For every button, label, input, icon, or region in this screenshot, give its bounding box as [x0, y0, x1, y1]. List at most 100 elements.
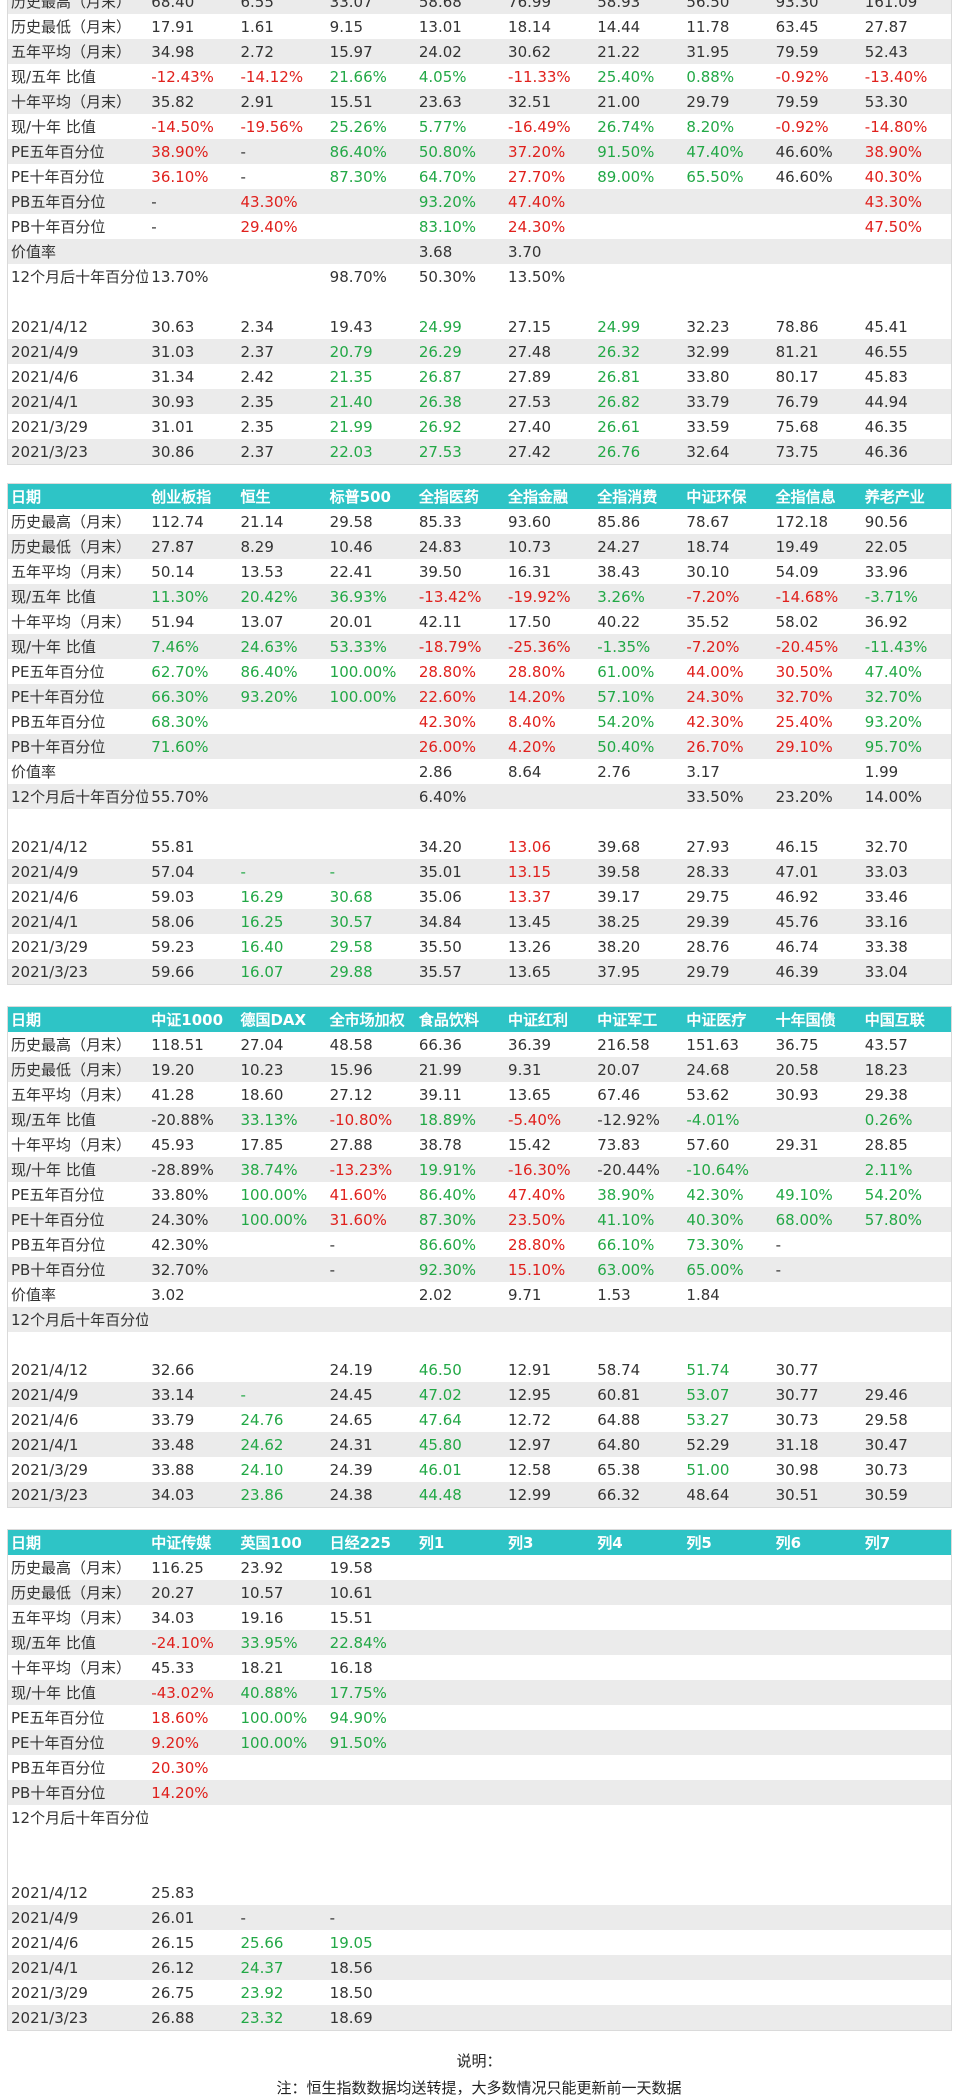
value-cell[interactable]: 27.89 [505, 364, 595, 389]
value-cell[interactable] [505, 1580, 595, 1605]
value-cell[interactable]: 4.05% [415, 64, 506, 89]
value-cell[interactable] [683, 1655, 773, 1680]
value-cell[interactable] [505, 2005, 595, 2030]
value-cell[interactable] [683, 1805, 773, 1830]
value-cell[interactable]: 19.91% [415, 1157, 506, 1182]
value-cell[interactable]: 85.86 [594, 509, 684, 534]
value-cell[interactable]: 33.59 [683, 414, 773, 439]
row-label-cell[interactable]: PB五年百分位 [8, 1232, 149, 1257]
value-cell[interactable]: 33.50% [683, 784, 773, 809]
value-cell[interactable]: 33.88 [148, 1457, 238, 1482]
value-cell[interactable]: 16.29 [237, 884, 327, 909]
value-cell[interactable] [415, 1755, 506, 1780]
value-cell[interactable] [594, 1307, 684, 1332]
value-cell[interactable]: -0.92% [772, 64, 862, 89]
value-cell[interactable] [772, 1107, 862, 1132]
value-cell[interactable]: 3.02 [148, 1282, 238, 1307]
value-cell[interactable]: 161.09 [861, 0, 951, 14]
value-cell[interactable]: 24.30% [683, 684, 773, 709]
row-label-cell[interactable]: 2021/3/23 [8, 439, 149, 464]
value-cell[interactable] [415, 1630, 506, 1655]
value-cell[interactable] [594, 1780, 684, 1805]
value-cell[interactable]: 54.20% [594, 709, 684, 734]
value-cell[interactable] [772, 1307, 862, 1332]
value-cell[interactable]: 34.20 [415, 834, 506, 859]
value-cell[interactable]: 18.69 [326, 2005, 416, 2030]
value-cell[interactable] [326, 239, 416, 264]
value-cell[interactable]: 30.57 [326, 909, 416, 934]
value-cell[interactable] [861, 1605, 951, 1630]
value-cell[interactable] [326, 1282, 416, 1307]
value-cell[interactable]: 86.40% [237, 659, 327, 684]
row-label-cell[interactable]: 十年平均（月末） [8, 1132, 149, 1157]
value-cell[interactable]: 87.30% [326, 164, 416, 189]
value-cell[interactable]: 17.75% [326, 1680, 416, 1705]
value-cell[interactable]: 13.37 [505, 884, 595, 909]
value-cell[interactable]: 90.56 [861, 509, 951, 534]
row-label-cell[interactable]: 2021/4/9 [8, 339, 149, 364]
header-column-cell[interactable]: 列7 [861, 1530, 951, 1555]
value-cell[interactable]: - [237, 1382, 327, 1407]
header-column-cell[interactable]: 十年国债 [772, 1007, 862, 1032]
value-cell[interactable]: 47.02 [415, 1382, 506, 1407]
value-cell[interactable] [415, 1705, 506, 1730]
header-column-cell[interactable]: 中证红利 [505, 1007, 595, 1032]
value-cell[interactable]: 30.73 [772, 1407, 862, 1432]
value-cell[interactable]: 73.83 [594, 1132, 684, 1157]
value-cell[interactable] [683, 1555, 773, 1580]
value-cell[interactable] [594, 1880, 684, 1905]
row-label-cell[interactable]: 现/十年 比值 [8, 114, 149, 139]
value-cell[interactable]: 13.07 [237, 609, 327, 634]
value-cell[interactable] [237, 734, 327, 759]
row-label-cell[interactable]: 历史最高（月末） [8, 509, 149, 534]
value-cell[interactable] [237, 1232, 327, 1257]
row-label-cell[interactable]: PE十年百分位 [8, 1207, 149, 1232]
value-cell[interactable]: 26.75 [148, 1980, 238, 2005]
value-cell[interactable]: 66.30% [148, 684, 238, 709]
value-cell[interactable] [415, 1780, 506, 1805]
value-cell[interactable]: 12.91 [505, 1357, 595, 1382]
value-cell[interactable]: 34.03 [148, 1482, 238, 1507]
value-cell[interactable] [505, 1755, 595, 1780]
value-cell[interactable]: 8.64 [505, 759, 595, 784]
value-cell[interactable] [594, 214, 684, 239]
value-cell[interactable]: 18.14 [505, 14, 595, 39]
value-cell[interactable] [237, 239, 327, 264]
value-cell[interactable]: 58.06 [148, 909, 238, 934]
value-cell[interactable]: 24.38 [326, 1482, 416, 1507]
value-cell[interactable]: 24.39 [326, 1457, 416, 1482]
row-label-cell[interactable]: 价值率 [8, 759, 149, 784]
value-cell[interactable]: 2.86 [415, 759, 506, 784]
value-cell[interactable]: 23.92 [237, 1555, 327, 1580]
value-cell[interactable] [861, 1905, 951, 1930]
value-cell[interactable]: 33.38 [861, 934, 951, 959]
value-cell[interactable] [505, 1880, 595, 1905]
value-cell[interactable] [148, 759, 238, 784]
value-cell[interactable]: -4.01% [683, 1107, 773, 1132]
value-cell[interactable]: 53.27 [683, 1407, 773, 1432]
header-column-cell[interactable]: 恒生 [237, 484, 327, 509]
value-cell[interactable] [326, 1307, 416, 1332]
value-cell[interactable] [683, 2005, 773, 2030]
value-cell[interactable]: 92.30% [415, 1257, 506, 1282]
value-cell[interactable]: 42.30% [683, 1182, 773, 1207]
value-cell[interactable] [772, 1930, 862, 1955]
value-cell[interactable]: 68.00% [772, 1207, 862, 1232]
value-cell[interactable] [683, 1780, 773, 1805]
value-cell[interactable] [683, 189, 773, 214]
value-cell[interactable]: 29.79 [683, 89, 773, 114]
value-cell[interactable] [861, 1357, 951, 1382]
value-cell[interactable]: 26.12 [148, 1955, 238, 1980]
value-cell[interactable]: 39.58 [594, 859, 684, 884]
value-cell[interactable]: 31.18 [772, 1432, 862, 1457]
value-cell[interactable] [861, 1780, 951, 1805]
row-label-cell[interactable]: 2021/3/23 [8, 1482, 149, 1507]
value-cell[interactable] [772, 1282, 862, 1307]
value-cell[interactable] [326, 214, 416, 239]
value-cell[interactable]: 10.46 [326, 534, 416, 559]
value-cell[interactable] [237, 1880, 327, 1905]
value-cell[interactable]: 24.30% [148, 1207, 238, 1232]
value-cell[interactable]: 58.68 [415, 0, 506, 14]
header-column-cell[interactable]: 食品饮料 [415, 1007, 506, 1032]
value-cell[interactable] [415, 1905, 506, 1930]
